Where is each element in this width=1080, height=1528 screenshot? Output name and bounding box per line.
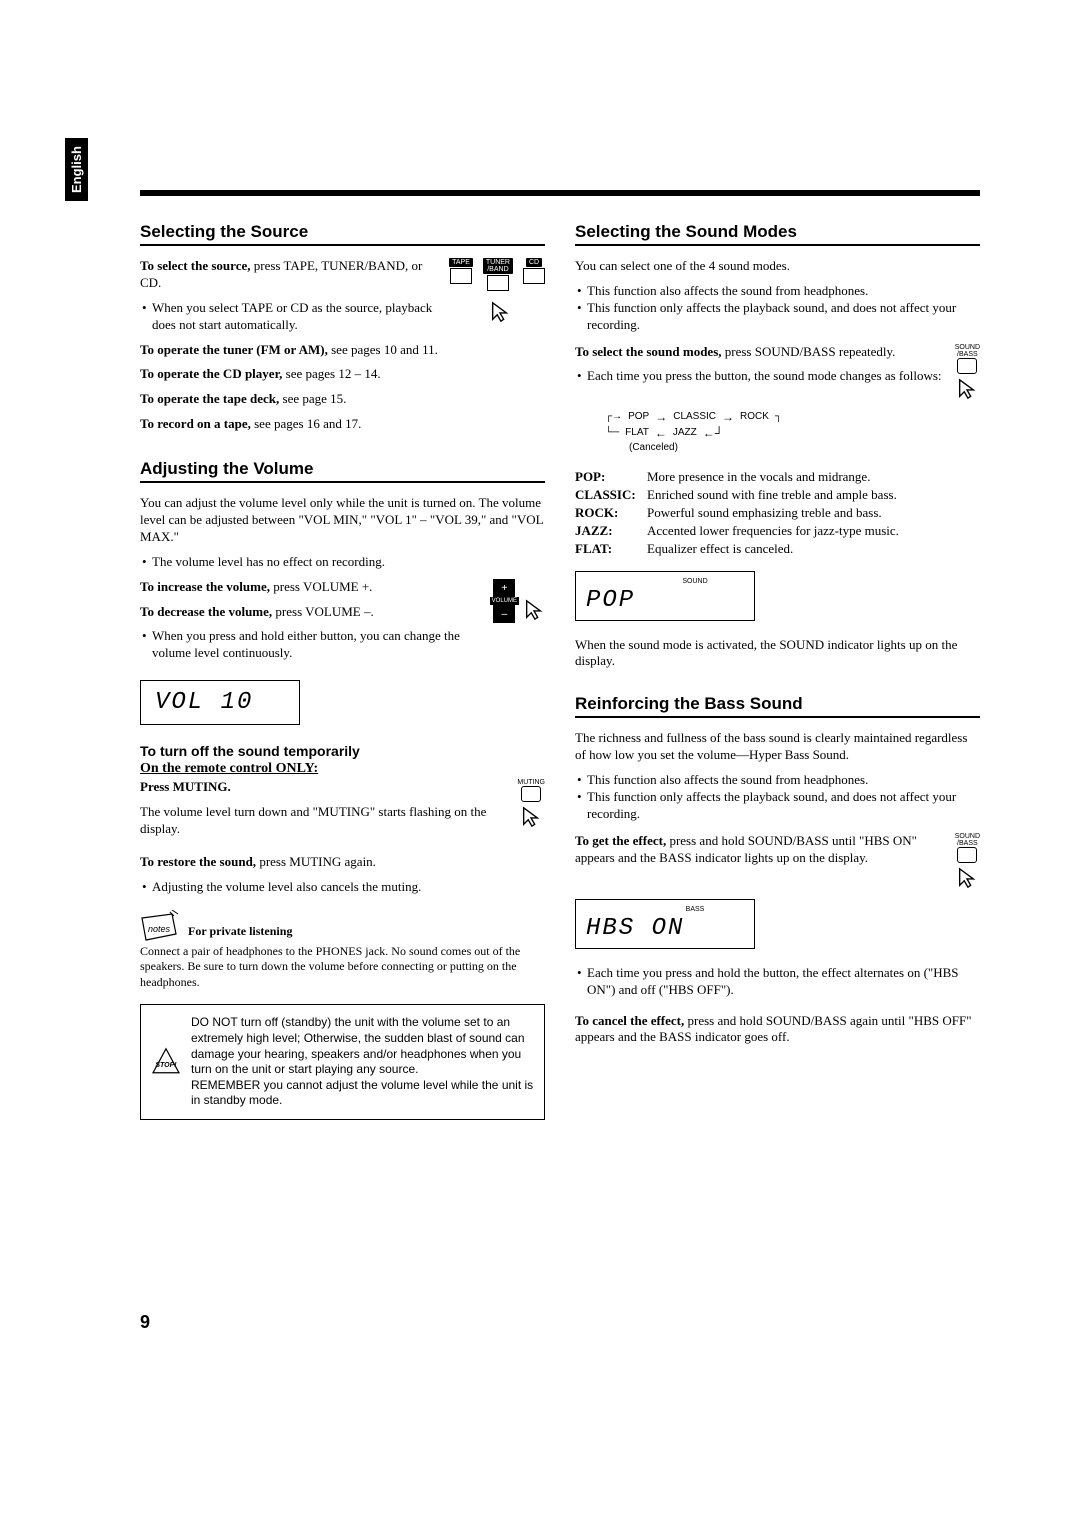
bass-lcd: BASS HBS ON [575, 899, 755, 949]
top-rule [140, 190, 980, 196]
volume-hold-note: When you press and hold either button, y… [140, 628, 480, 662]
mute-row: Press MUTING. The volume level turn down… [140, 779, 545, 846]
volume-controls-row: To increase the volume, press VOLUME +. … [140, 579, 545, 671]
cursor-icon [489, 301, 511, 323]
svg-text:STOP!: STOP! [155, 1062, 177, 1069]
restore-sound: To restore the sound, press MUTING again… [140, 854, 545, 871]
source-buttons: TAPE TUNER /BAND CD [449, 258, 545, 327]
heading-adjusting-volume: Adjusting the Volume [140, 459, 545, 483]
classic-val: Enriched sound with fine treble and ampl… [647, 487, 897, 503]
operate-tape: To operate the tape deck, see page 15. [140, 391, 545, 408]
bass-bullet2: This function only affects the playback … [575, 789, 980, 823]
flat-val: Equalizer effect is canceled. [647, 541, 793, 557]
flat-key: FLAT: [575, 541, 647, 557]
notes-body: Connect a pair of headphones to the PHON… [140, 944, 545, 991]
svg-text:notes: notes [148, 924, 171, 934]
get-effect-row: To get the effect, press and hold SOUND/… [575, 833, 980, 889]
select-sound-row: To select the sound modes, press SOUND/B… [575, 344, 980, 400]
muting-desc: The volume level turn down and "MUTING" … [140, 804, 507, 838]
restore-bullet: Adjusting the volume level also cancels … [140, 879, 545, 896]
stop-icon: STOP! [151, 1015, 181, 1109]
notes-section: notes For private listening [140, 910, 545, 944]
right-column: Selecting the Sound Modes You can select… [575, 222, 980, 1120]
left-column: Selecting the Source To select the sourc… [140, 222, 545, 1120]
mute-heading: To turn off the sound temporarily [140, 743, 545, 759]
sound-mode-descriptions: POP:More presence in the vocals and midr… [575, 469, 980, 557]
stop-text: DO NOT turn off (standby) the unit with … [191, 1015, 534, 1109]
press-muting: Press MUTING. [140, 779, 507, 796]
notes-title: For private listening [188, 924, 292, 939]
decrease-volume: To decrease the volume, press VOLUME –. [140, 604, 480, 621]
page-number: 9 [140, 1312, 150, 1333]
muting-button-icon: MUTING [517, 779, 545, 828]
columns: Selecting the Source To select the sourc… [140, 222, 980, 1120]
select-sound-modes: To select the sound modes, press SOUND/B… [575, 344, 945, 361]
cursor-icon [523, 599, 545, 621]
tape-button-icon: TAPE [449, 258, 473, 291]
sm-bullet1: This function also affects the sound fro… [575, 283, 980, 300]
pop-val: More presence in the vocals and midrange… [647, 469, 870, 485]
pop-key: POP: [575, 469, 647, 485]
rock-key: ROCK: [575, 505, 647, 521]
tuner-button-icon: TUNER /BAND [483, 258, 513, 291]
increase-volume: To increase the volume, press VOLUME +. [140, 579, 480, 596]
sound-bass-button-icon: SOUND /BASS [955, 344, 980, 400]
source-bullet: When you select TAPE or CD as the source… [140, 300, 439, 334]
source-instruction-bold: To select the source, [140, 258, 250, 273]
classic-key: CLASSIC: [575, 487, 647, 503]
sound-modes-intro: You can select one of the 4 sound modes. [575, 258, 980, 275]
cursor-icon [956, 867, 978, 889]
bass-toggle-note: Each time you press and hold the button,… [575, 965, 980, 999]
source-row: To select the source, press TAPE, TUNER/… [140, 258, 545, 342]
volume-note: The volume level has no effect on record… [140, 554, 545, 571]
volume-button-icon: + VOLUME – [490, 579, 519, 623]
language-tab: English [65, 138, 88, 201]
notes-icon: notes [140, 910, 180, 944]
rock-val: Powerful sound emphasizing treble and ba… [647, 505, 882, 521]
cursor-icon [520, 806, 542, 828]
bass-bullet1: This function also affects the sound fro… [575, 772, 980, 789]
record-tape: To record on a tape, see pages 16 and 17… [140, 416, 545, 433]
sound-bass-button-icon-2: SOUND /BASS [955, 833, 980, 889]
manual-page: English Selecting the Source To select t… [0, 0, 1080, 1528]
sound-change-note: Each time you press the button, the soun… [575, 368, 945, 385]
volume-desc: You can adjust the volume level only whi… [140, 495, 545, 546]
get-effect: To get the effect, press and hold SOUND/… [575, 833, 945, 867]
operate-tuner: To operate the tuner (FM or AM), see pag… [140, 342, 545, 359]
operate-cd: To operate the CD player, see pages 12 –… [140, 366, 545, 383]
jazz-key: JAZZ: [575, 523, 647, 539]
canceled-label: (Canceled) [629, 442, 980, 453]
sm-bullet2: This function only affects the playback … [575, 300, 980, 334]
source-instruction: To select the source, press TAPE, TUNER/… [140, 258, 439, 292]
sound-lcd: SOUND POP [575, 571, 755, 621]
stop-warning-box: STOP! DO NOT turn off (standby) the unit… [140, 1004, 545, 1120]
cancel-effect: To cancel the effect, press and hold SOU… [575, 1013, 980, 1047]
heading-sound-modes: Selecting the Sound Modes [575, 222, 980, 246]
volume-lcd: VOL 10 [140, 680, 300, 725]
sound-mode-cycle: ┌→POP→CLASSIC→ROCK┐ └─FLAT←JAZZ←┘ (Cance… [605, 410, 980, 453]
heading-selecting-source: Selecting the Source [140, 222, 545, 246]
mute-remote-only: On the remote control ONLY: [140, 761, 545, 777]
cursor-icon [956, 378, 978, 400]
cd-button-icon: CD [523, 258, 545, 291]
sound-indicator-note: When the sound mode is activated, the SO… [575, 637, 980, 671]
bass-desc: The richness and fullness of the bass so… [575, 730, 980, 764]
jazz-val: Accented lower frequencies for jazz-type… [647, 523, 899, 539]
heading-bass: Reinforcing the Bass Sound [575, 694, 980, 718]
